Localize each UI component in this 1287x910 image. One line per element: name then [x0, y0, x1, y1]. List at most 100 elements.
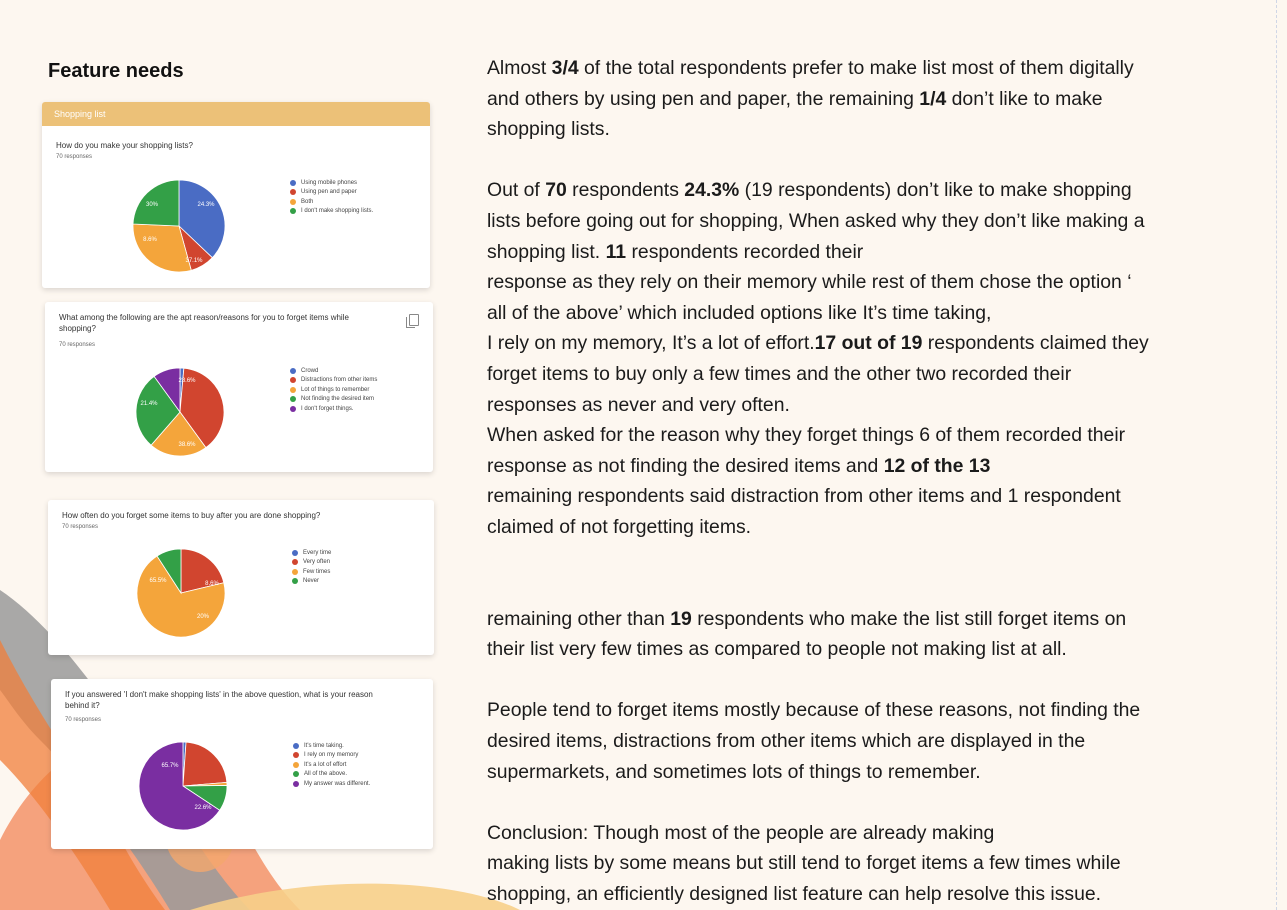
text-run: response as not finding the desired item…	[487, 454, 884, 477]
text-run-bold: 12 of the 13	[883, 454, 991, 477]
text-run-bold: 3/4	[551, 57, 579, 79]
deco-yellow-wave	[190, 883, 520, 910]
legend-label: My answer was different.	[304, 780, 371, 787]
text-run: shopping, an efficiently designed list f…	[487, 883, 1102, 906]
pie-chart: 38.6% 21.4% 28.6%	[135, 367, 225, 457]
pie-slice	[150, 411, 207, 457]
paragraph-4: People tend to forget items mostly becau…	[487, 695, 1247, 787]
legend-label: It's time taking.	[304, 742, 344, 749]
chart-legend: Crowd Distractions from other items Lot of…	[290, 366, 377, 414]
chart-legend: Using mobile phones Using pen and paper Bo…	[290, 178, 373, 216]
survey-card-3: How often do you forget some items to bu…	[48, 500, 434, 655]
legend-label: Distractions from other items	[301, 377, 378, 384]
legend-swatch	[292, 549, 298, 556]
slice-label: 20%	[197, 614, 210, 620]
text-run: respondents	[566, 179, 685, 202]
legend-swatch	[293, 761, 299, 768]
legend-item: Using mobile phones	[290, 178, 373, 188]
pie-slice	[153, 367, 181, 414]
question-line: What among the following are the apt rea…	[59, 313, 349, 322]
legend-item: Both	[290, 197, 373, 207]
pie-slice	[156, 548, 182, 595]
text-run: of the total respondents prefer to make …	[578, 57, 1134, 79]
text-run-bold: 1/4	[919, 87, 947, 110]
page-edge-guide	[1276, 0, 1277, 910]
paragraph-3: remaining other than 19 respondents who …	[487, 604, 1247, 665]
legend-swatch	[292, 559, 298, 566]
legend-swatch	[293, 752, 299, 759]
legend-item: Not finding the desired item	[290, 395, 377, 405]
text-run: respondents who make the list still forg…	[691, 607, 1127, 630]
legend-label: Never	[303, 578, 320, 585]
question-text: How often do you forget some items to bu…	[62, 511, 321, 520]
slice-label: 8.6%	[143, 237, 157, 243]
copy-icon[interactable]	[406, 314, 419, 328]
legend-swatch	[290, 189, 296, 196]
slice-label: 30%	[146, 202, 159, 208]
legend-item: I don't forget things.	[290, 404, 377, 414]
legend-swatch	[293, 742, 299, 749]
text-run: respondents claimed they	[922, 332, 1149, 355]
text-run: When asked for the reason why they forge…	[487, 424, 1126, 447]
legend-swatch	[290, 179, 296, 186]
legend-label: I don't forget things.	[301, 405, 354, 412]
question-text: How do you make your shopping lists?	[56, 141, 193, 150]
text-run: responses as never and very often.	[487, 393, 790, 416]
pie-slice	[180, 548, 225, 594]
legend-item: Using pen and paper	[290, 188, 373, 198]
chart-legend: Every time Very often Few times Never	[292, 548, 331, 586]
legend-item: Very often	[292, 558, 331, 568]
text-run: Almost	[487, 57, 552, 79]
legend-swatch	[293, 780, 299, 787]
legend-item: Never	[292, 577, 331, 587]
slice-label: 22.6%	[194, 805, 212, 811]
text-run-bold: 11	[605, 240, 627, 263]
text-run: desired items, distractions from other i…	[487, 730, 1086, 753]
text-run-bold: 19	[670, 607, 692, 630]
slice-label: 38.6%	[178, 442, 196, 448]
text-run: remaining respondents said distraction f…	[487, 485, 1121, 508]
text-run: shopping list.	[487, 240, 606, 263]
text-run: (19 respondents) don’t like to make shop…	[739, 179, 1132, 202]
legend-label: I rely on my memory	[304, 752, 359, 759]
text-run: forget items to buy only a few times and…	[487, 362, 1072, 385]
text-run: all of the above’ which included options…	[487, 301, 992, 324]
slice-label: 24.3%	[197, 202, 215, 208]
text-run: lists before going out for shopping, Whe…	[487, 209, 1145, 232]
legend-label: It's a lot of effort	[304, 761, 347, 768]
legend-label: Few times	[303, 568, 331, 575]
legend-swatch	[292, 568, 298, 575]
legend-label: Using pen and paper	[301, 189, 357, 196]
legend-swatch	[292, 578, 298, 585]
legend-item: It's a lot of effort	[293, 760, 370, 770]
question-line: If you answered 'I don't make shopping l…	[65, 690, 373, 699]
legend-swatch	[293, 771, 299, 778]
legend-swatch	[290, 367, 296, 374]
pie-chart: 22.6% 65.7%	[138, 741, 228, 831]
question-line: behind it?	[65, 701, 100, 710]
chart-legend: It's time taking. I rely on my memory It's…	[293, 741, 370, 789]
legend-item: All of the above.	[293, 770, 370, 780]
text-run: respondents recorded their	[626, 240, 864, 263]
survey-card-4: If you answered 'I don't make shopping l…	[51, 679, 433, 849]
text-run: supermarkets, and sometimes lots of thin…	[487, 760, 981, 783]
legend-swatch	[290, 377, 296, 384]
text-run: remaining other than	[487, 607, 671, 630]
legend-swatch	[290, 405, 296, 412]
question-text: If you answered 'I don't make shopping l…	[65, 689, 373, 711]
pie-chart: 37.1% 8.6% 30% 24.3%	[132, 179, 226, 273]
pie-chart: 20% 65.5% 8.6%	[136, 548, 226, 638]
pie-slice	[135, 375, 181, 446]
pie-slice	[178, 179, 226, 259]
survey-card-2: What among the following are the apt rea…	[45, 302, 433, 472]
text-run: claimed of not forgetting items.	[487, 515, 752, 538]
legend-item: It's time taking.	[293, 741, 370, 751]
card-band: Shopping list	[42, 102, 430, 126]
pie-slice	[132, 179, 180, 227]
pie-slice	[179, 367, 225, 449]
text-run: Conclusion: Though most of the people ar…	[487, 821, 995, 844]
paragraph-1: Almost 3/4 of the total respondents pref…	[487, 53, 1247, 145]
slice-label: 65.7%	[161, 763, 179, 769]
legend-label: Crowd	[301, 367, 319, 374]
question-text: What among the following are the apt rea…	[59, 312, 349, 334]
